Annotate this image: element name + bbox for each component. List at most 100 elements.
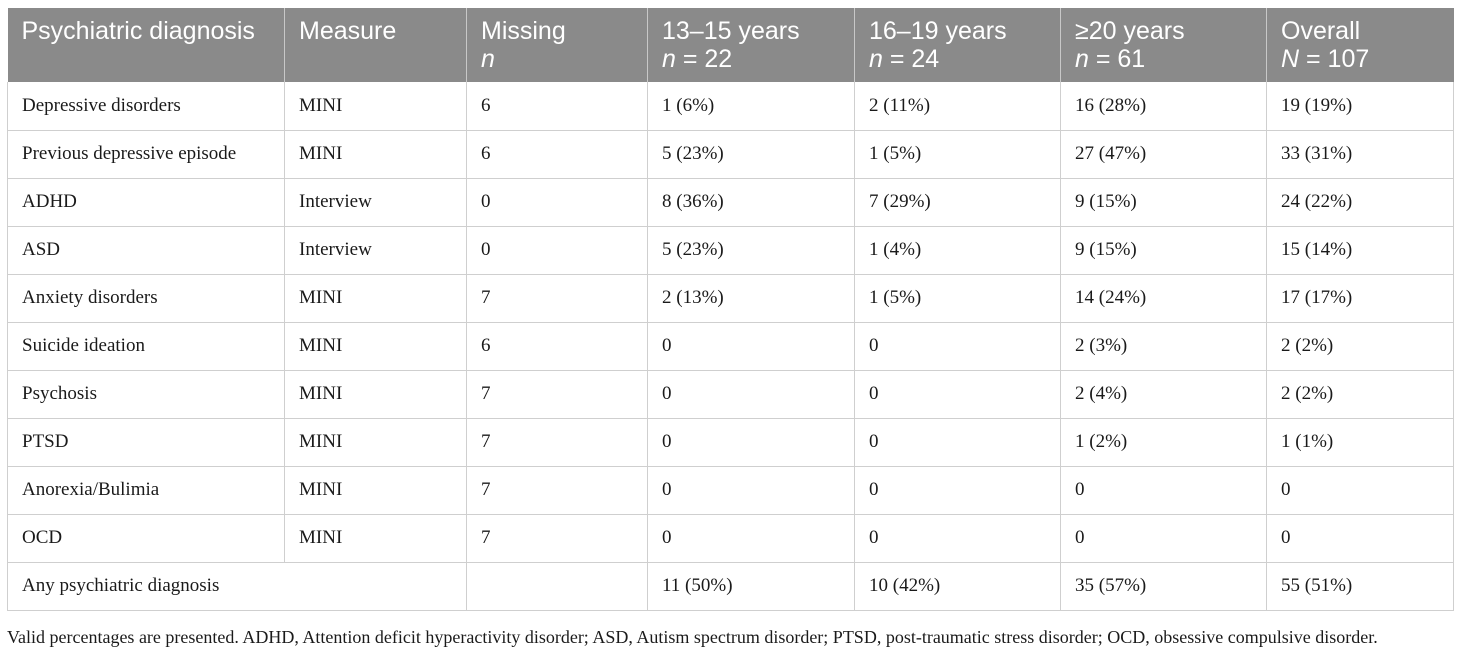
cell-age-20-plus: 2 (4%) xyxy=(1060,370,1267,419)
summary-age-16-19: 10 (42%) xyxy=(854,562,1061,611)
cell-age-13-15: 8 (36%) xyxy=(647,178,855,227)
cell-diagnosis: PTSD xyxy=(7,418,285,467)
cell-age-20-plus: 27 (47%) xyxy=(1060,130,1267,179)
table-row: PTSD MINI 7 0 0 1 (2%) 1 (1%) xyxy=(7,418,1454,467)
header-measure-label: Measure xyxy=(299,17,397,45)
cell-age-16-19: 0 xyxy=(854,514,1061,563)
cell-age-16-19: 0 xyxy=(854,370,1061,419)
cell-age-13-15: 0 xyxy=(647,466,855,515)
table-header: Psychiatric diagnosis Measure Missing n … xyxy=(7,8,1454,82)
header-age-20-plus-n-var: n xyxy=(1075,45,1089,73)
table-footnote: Valid percentages are presented. ADHD, A… xyxy=(7,627,1378,647)
psychiatric-diagnosis-table: Psychiatric diagnosis Measure Missing n … xyxy=(7,8,1454,611)
cell-missing: 6 xyxy=(466,130,648,179)
cell-missing: 7 xyxy=(466,418,648,467)
cell-age-13-15: 5 (23%) xyxy=(647,130,855,179)
cell-overall: 0 xyxy=(1266,514,1454,563)
header-measure: Measure xyxy=(284,8,467,82)
header-age-13-15-n: n = 22 xyxy=(662,45,840,73)
summary-overall: 55 (51%) xyxy=(1266,562,1454,611)
cell-measure: Interview xyxy=(284,226,467,275)
summary-age-13-15: 11 (50%) xyxy=(647,562,855,611)
table-row: Suicide ideation MINI 6 0 0 2 (3%) 2 (2%… xyxy=(7,322,1454,371)
cell-age-20-plus: 1 (2%) xyxy=(1060,418,1267,467)
header-missing: Missing n xyxy=(466,8,648,82)
table-row: ASD Interview 0 5 (23%) 1 (4%) 9 (15%) 1… xyxy=(7,226,1454,275)
cell-measure: MINI xyxy=(284,418,467,467)
diagnosis-table-container: Psychiatric diagnosis Measure Missing n … xyxy=(7,8,1454,611)
header-age-16-19-n-val: = 24 xyxy=(882,45,940,73)
cell-diagnosis: Previous depressive episode xyxy=(7,130,285,179)
cell-missing: 7 xyxy=(466,514,648,563)
cell-age-13-15: 1 (6%) xyxy=(647,82,855,131)
cell-age-20-plus: 9 (15%) xyxy=(1060,178,1267,227)
table-body: Depressive disorders MINI 6 1 (6%) 2 (11… xyxy=(7,82,1454,611)
cell-age-16-19: 1 (5%) xyxy=(854,274,1061,323)
cell-missing: 7 xyxy=(466,370,648,419)
cell-age-20-plus: 2 (3%) xyxy=(1060,322,1267,371)
summary-row: Any psychiatric diagnosis 11 (50%) 10 (4… xyxy=(7,562,1454,611)
header-overall-n: N = 107 xyxy=(1281,45,1440,73)
header-age-13-15-n-var: n xyxy=(662,45,676,73)
table-row: Previous depressive episode MINI 6 5 (23… xyxy=(7,130,1454,179)
cell-measure: Interview xyxy=(284,178,467,227)
cell-missing: 6 xyxy=(466,82,648,131)
cell-measure: MINI xyxy=(284,370,467,419)
header-overall-label: Overall xyxy=(1281,17,1361,45)
cell-measure: MINI xyxy=(284,466,467,515)
header-age-13-15: 13–15 years n = 22 xyxy=(647,8,855,82)
cell-missing: 0 xyxy=(466,226,648,275)
cell-diagnosis: Psychosis xyxy=(7,370,285,419)
header-overall: Overall N = 107 xyxy=(1266,8,1454,82)
cell-diagnosis: Suicide ideation xyxy=(7,322,285,371)
header-age-16-19-n-var: n xyxy=(869,45,883,73)
cell-overall: 24 (22%) xyxy=(1266,178,1454,227)
cell-age-20-plus: 14 (24%) xyxy=(1060,274,1267,323)
cell-age-20-plus: 16 (28%) xyxy=(1060,82,1267,131)
summary-age-20-plus: 35 (57%) xyxy=(1060,562,1267,611)
header-age-20-plus: ≥20 years n = 61 xyxy=(1060,8,1267,82)
header-age-13-15-n-val: = 22 xyxy=(675,45,733,73)
header-age-20-plus-label: ≥20 years xyxy=(1075,17,1185,45)
table-row: Depressive disorders MINI 6 1 (6%) 2 (11… xyxy=(7,82,1454,131)
cell-overall: 19 (19%) xyxy=(1266,82,1454,131)
cell-overall: 33 (31%) xyxy=(1266,130,1454,179)
header-age-16-19-label: 16–19 years xyxy=(869,17,1007,45)
cell-age-13-15: 0 xyxy=(647,370,855,419)
cell-age-16-19: 0 xyxy=(854,466,1061,515)
cell-diagnosis: Depressive disorders xyxy=(7,82,285,131)
header-age-20-plus-n-val: = 61 xyxy=(1088,45,1146,73)
cell-overall: 2 (2%) xyxy=(1266,370,1454,419)
cell-missing: 7 xyxy=(466,274,648,323)
cell-overall: 2 (2%) xyxy=(1266,322,1454,371)
header-age-16-19: 16–19 years n = 24 xyxy=(854,8,1061,82)
cell-age-13-15: 0 xyxy=(647,514,855,563)
cell-diagnosis: Anxiety disorders xyxy=(7,274,285,323)
cell-diagnosis: ASD xyxy=(7,226,285,275)
cell-measure: MINI xyxy=(284,82,467,131)
table-row: Psychosis MINI 7 0 0 2 (4%) 2 (2%) xyxy=(7,370,1454,419)
cell-age-20-plus: 9 (15%) xyxy=(1060,226,1267,275)
table-row: Anorexia/Bulimia MINI 7 0 0 0 0 xyxy=(7,466,1454,515)
header-age-13-15-label: 13–15 years xyxy=(662,17,800,45)
cell-age-16-19: 0 xyxy=(854,418,1061,467)
cell-overall: 17 (17%) xyxy=(1266,274,1454,323)
cell-missing: 7 xyxy=(466,466,648,515)
header-missing-n: n xyxy=(481,45,633,73)
cell-diagnosis: Anorexia/Bulimia xyxy=(7,466,285,515)
summary-label: Any psychiatric diagnosis xyxy=(7,562,467,611)
cell-measure: MINI xyxy=(284,274,467,323)
header-age-16-19-n: n = 24 xyxy=(869,45,1046,73)
cell-age-16-19: 7 (29%) xyxy=(854,178,1061,227)
cell-measure: MINI xyxy=(284,130,467,179)
table-row: ADHD Interview 0 8 (36%) 7 (29%) 9 (15%)… xyxy=(7,178,1454,227)
cell-overall: 1 (1%) xyxy=(1266,418,1454,467)
cell-age-16-19: 0 xyxy=(854,322,1061,371)
header-overall-n-val: = 107 xyxy=(1299,45,1370,73)
header-diagnosis-label: Psychiatric diagnosis xyxy=(21,17,255,45)
header-age-20-plus-n: n = 61 xyxy=(1075,45,1252,73)
cell-age-20-plus: 0 xyxy=(1060,466,1267,515)
cell-age-13-15: 5 (23%) xyxy=(647,226,855,275)
cell-age-13-15: 2 (13%) xyxy=(647,274,855,323)
summary-missing xyxy=(466,562,648,611)
